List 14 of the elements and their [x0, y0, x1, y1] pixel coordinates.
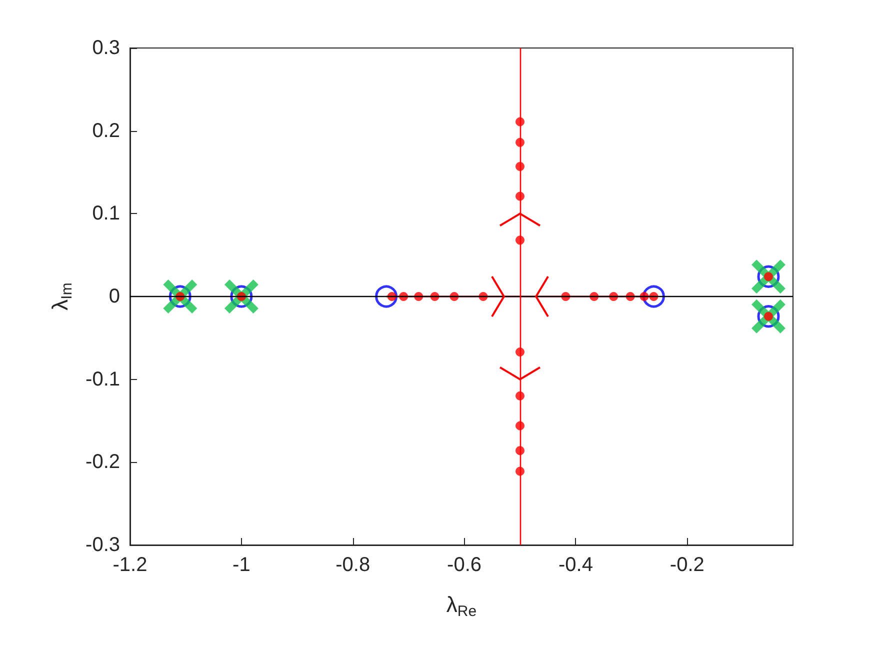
y-tick-label: 0.3 [92, 37, 120, 59]
y-tick-label: 0.1 [92, 202, 120, 225]
y-tick-label: 0 [108, 286, 120, 308]
y-tick-label: -0.1 [86, 368, 120, 390]
x-tick-label: -1 [232, 554, 250, 576]
x-tick-label: -0.4 [558, 554, 593, 576]
y-axis-title: λIm [48, 282, 76, 310]
x-tick-label: -0.8 [336, 554, 370, 576]
y-tick-label: 0.2 [92, 120, 120, 142]
x-tick-label: -1.2 [112, 554, 148, 576]
x-tick-label: -0.6 [447, 554, 482, 576]
y-tick-label: -0.3 [86, 534, 120, 556]
y-tick-label: -0.2 [86, 451, 120, 474]
x-tick-label: -0.2 [670, 554, 704, 576]
